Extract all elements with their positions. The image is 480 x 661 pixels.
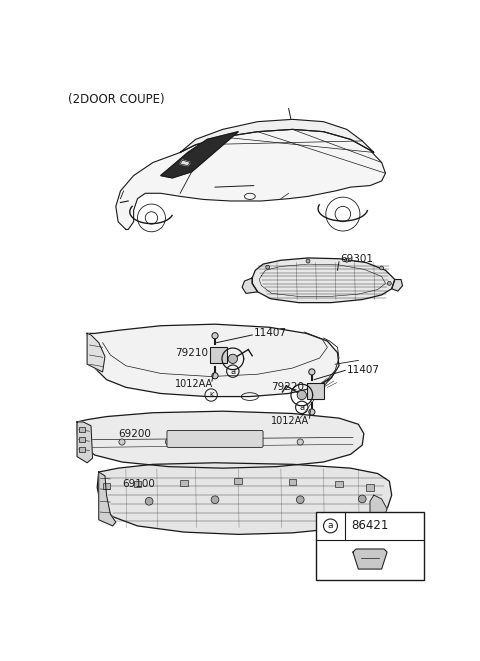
Polygon shape xyxy=(392,280,403,291)
Text: 79220: 79220 xyxy=(271,382,304,393)
Bar xyxy=(79,447,85,452)
Circle shape xyxy=(212,373,218,379)
Bar xyxy=(210,347,228,363)
Polygon shape xyxy=(77,411,364,468)
Circle shape xyxy=(345,258,348,262)
Polygon shape xyxy=(180,120,374,153)
Polygon shape xyxy=(116,130,385,229)
Bar xyxy=(79,438,85,442)
Text: a: a xyxy=(328,522,333,530)
Polygon shape xyxy=(77,422,93,463)
Text: 1012AA: 1012AA xyxy=(175,379,213,389)
Text: 11407: 11407 xyxy=(254,329,287,338)
FancyBboxPatch shape xyxy=(167,430,263,447)
Polygon shape xyxy=(87,333,105,372)
Text: a: a xyxy=(230,367,235,375)
Polygon shape xyxy=(87,324,339,397)
Text: 69200: 69200 xyxy=(118,428,151,438)
Polygon shape xyxy=(161,132,238,178)
Circle shape xyxy=(309,409,315,415)
Polygon shape xyxy=(99,472,116,526)
Text: 86421: 86421 xyxy=(351,520,389,532)
Bar xyxy=(234,478,242,485)
Circle shape xyxy=(387,282,391,286)
Polygon shape xyxy=(97,463,392,534)
Circle shape xyxy=(297,439,303,445)
Bar xyxy=(180,480,188,486)
Circle shape xyxy=(266,265,270,269)
Circle shape xyxy=(380,266,384,270)
Circle shape xyxy=(309,369,315,375)
Text: 69301: 69301 xyxy=(340,254,373,264)
Text: 69100: 69100 xyxy=(122,479,155,488)
Circle shape xyxy=(166,439,172,445)
Bar xyxy=(366,485,374,490)
Text: 11407: 11407 xyxy=(347,365,380,375)
Polygon shape xyxy=(252,258,395,303)
Polygon shape xyxy=(353,549,387,569)
Circle shape xyxy=(145,498,153,505)
Text: a: a xyxy=(299,403,304,412)
Circle shape xyxy=(297,391,306,400)
Polygon shape xyxy=(370,495,387,520)
Circle shape xyxy=(228,439,234,445)
Circle shape xyxy=(306,259,310,263)
Text: 1012AA: 1012AA xyxy=(271,416,309,426)
Circle shape xyxy=(211,496,219,504)
Bar xyxy=(335,481,343,487)
Bar xyxy=(79,428,85,432)
Text: K: K xyxy=(209,392,214,398)
Circle shape xyxy=(212,332,218,339)
Bar xyxy=(316,512,424,580)
Polygon shape xyxy=(242,278,258,293)
Bar xyxy=(288,479,296,485)
Bar xyxy=(307,383,324,399)
Circle shape xyxy=(228,354,238,364)
Circle shape xyxy=(119,439,125,445)
Circle shape xyxy=(296,496,304,504)
Text: (2DOOR COUPE): (2DOOR COUPE) xyxy=(68,93,164,106)
Text: 79210: 79210 xyxy=(175,348,208,358)
Bar xyxy=(133,481,142,487)
Polygon shape xyxy=(180,160,190,165)
Bar xyxy=(103,483,110,489)
Circle shape xyxy=(359,495,366,503)
